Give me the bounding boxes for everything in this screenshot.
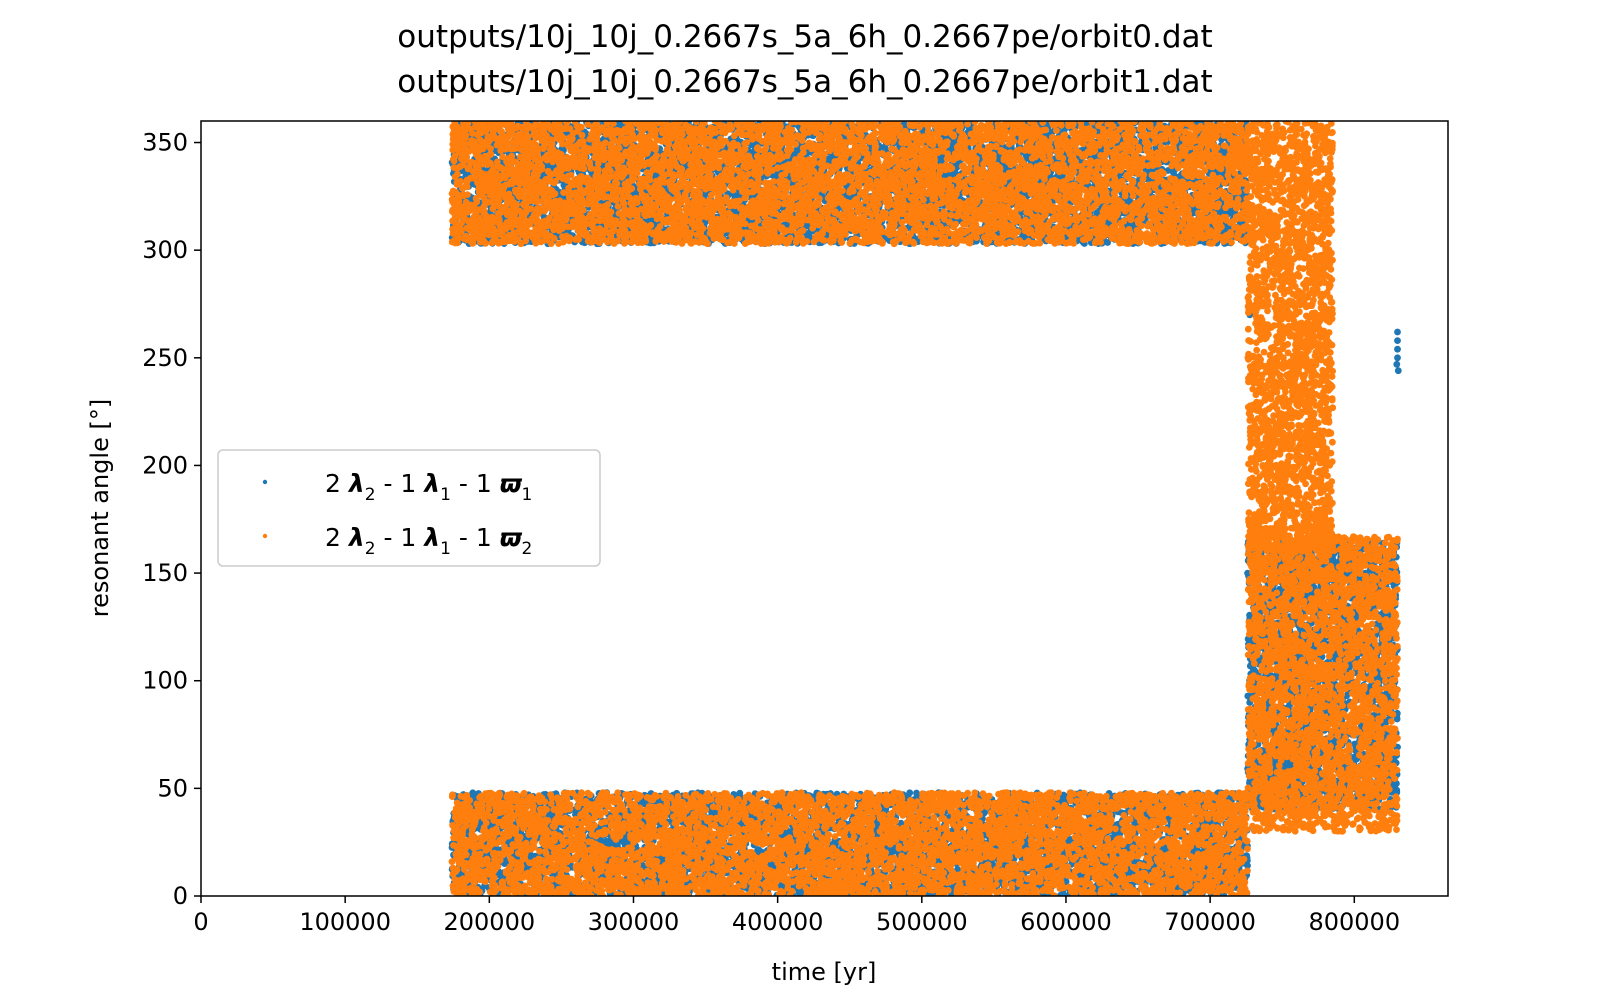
chart-title-line-1: outputs/10j_10j_0.2667s_5a_6h_0.2667pe/o… xyxy=(397,19,1212,55)
chart-title-line-2: outputs/10j_10j_0.2667s_5a_6h_0.2667pe/o… xyxy=(397,64,1212,100)
plot-area xyxy=(448,121,1402,896)
